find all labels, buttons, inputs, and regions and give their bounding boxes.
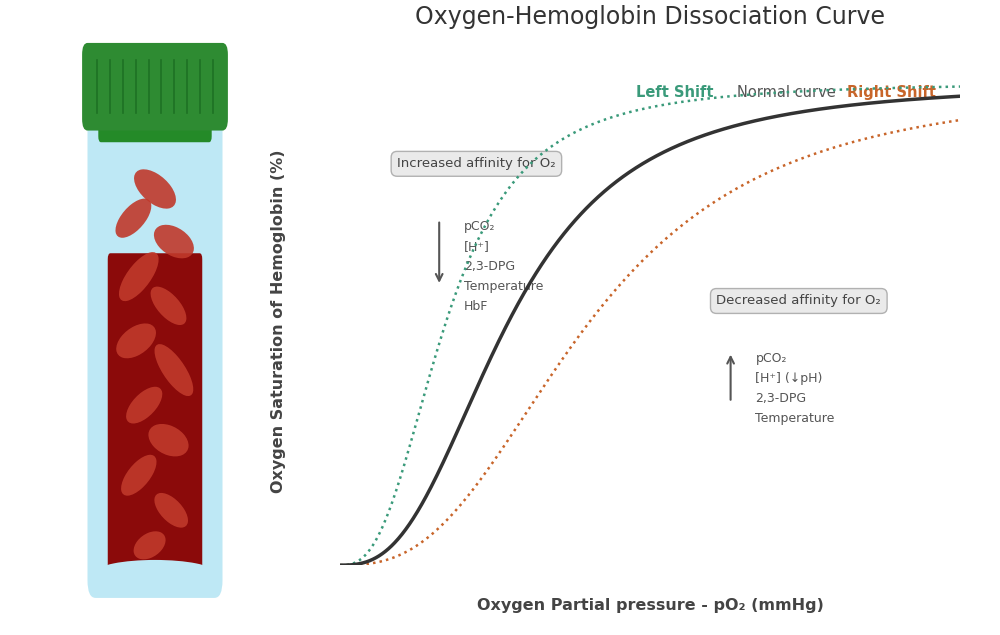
Text: Decreased affinity for O₂: Decreased affinity for O₂ <box>716 295 881 307</box>
Text: Right Shift: Right Shift <box>847 85 936 100</box>
FancyBboxPatch shape <box>108 253 202 572</box>
Text: Normal curve: Normal curve <box>737 85 836 100</box>
Text: Oxygen Saturation of Hemoglobin (%): Oxygen Saturation of Hemoglobin (%) <box>270 150 286 493</box>
Ellipse shape <box>119 252 159 301</box>
FancyBboxPatch shape <box>109 133 201 262</box>
Text: Left Shift: Left Shift <box>636 85 714 100</box>
FancyBboxPatch shape <box>98 107 212 142</box>
Ellipse shape <box>116 323 156 358</box>
FancyBboxPatch shape <box>88 113 223 598</box>
Ellipse shape <box>126 387 162 424</box>
Text: pCO₂
[H⁺]
2,3-DPG
Temperature
HbF: pCO₂ [H⁺] 2,3-DPG Temperature HbF <box>464 220 543 312</box>
Ellipse shape <box>134 531 166 559</box>
Ellipse shape <box>121 455 157 496</box>
Ellipse shape <box>115 199 151 237</box>
Text: Oxygen Partial pressure - pO₂ (mmHg): Oxygen Partial pressure - pO₂ (mmHg) <box>477 598 823 613</box>
Ellipse shape <box>154 225 194 258</box>
Ellipse shape <box>154 493 188 528</box>
Ellipse shape <box>155 344 193 396</box>
Text: pCO₂
[H⁺] (↓pH)
2,3-DPG
Temperature: pCO₂ [H⁺] (↓pH) 2,3-DPG Temperature <box>755 352 835 425</box>
Ellipse shape <box>151 286 186 325</box>
Ellipse shape <box>134 170 176 209</box>
Ellipse shape <box>148 424 189 457</box>
Ellipse shape <box>97 560 213 584</box>
FancyBboxPatch shape <box>82 43 228 131</box>
Text: Increased affinity for O₂: Increased affinity for O₂ <box>397 157 556 170</box>
Text: Oxygen-Hemoglobin Dissociation Curve: Oxygen-Hemoglobin Dissociation Curve <box>415 4 885 29</box>
